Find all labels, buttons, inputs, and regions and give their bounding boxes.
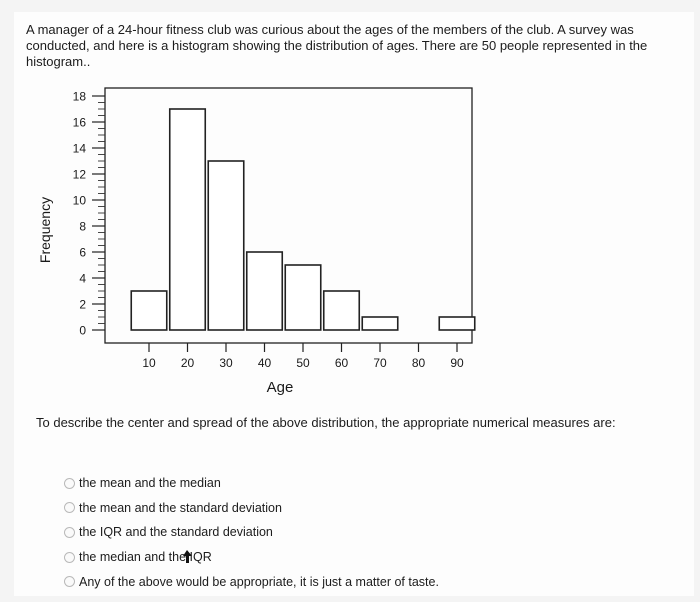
x-tick-label: 30 [219,356,233,370]
x-tick-label: 40 [258,356,272,370]
option-mean-sd[interactable]: the mean and the standard deviation [64,496,439,521]
y-tick-label: 14 [73,142,87,156]
x-tick-label: 60 [335,356,349,370]
option-label: the median and the IQR [79,550,212,565]
pointer-cursor-icon [183,550,192,563]
histogram-bar [168,108,207,331]
y-axis-label-group: Frequency [37,197,53,263]
histogram-bar [245,251,284,331]
plot-frame [104,87,473,344]
x-tick-label: 50 [296,356,310,370]
y-tick-label: 4 [79,272,86,286]
histogram-bar [284,264,322,331]
y-tick-label: 2 [79,298,86,312]
y-tick-label: 0 [79,324,86,338]
option-iqr-sd[interactable]: the IQR and the standard deviation [64,520,439,545]
option-label: the IQR and the standard deviation [79,525,273,540]
y-tick-label: 18 [73,90,87,104]
y-axis-label: Frequency [37,197,53,263]
option-median-iqr[interactable]: the median and the IQR [64,545,439,570]
histogram-bar [130,290,168,331]
radio-button-icon[interactable] [64,576,75,588]
radio-button-icon[interactable] [64,502,75,514]
histogram-bar [322,290,361,331]
x-axis-label: Age [267,379,294,396]
option-any[interactable]: Any of the above would be appropriate, i… [64,569,439,594]
question-text: To describe the center and spread of the… [36,415,616,430]
answer-options: the mean and the median the mean and the… [64,471,439,594]
x-tick-label: 90 [450,356,464,370]
histogram-bar [438,316,476,331]
x-tick-label: 70 [373,356,387,370]
y-tick-label: 10 [73,194,87,208]
x-tick-label: 20 [181,356,195,370]
y-tick-label: 16 [73,116,87,130]
x-tick-label: 80 [412,356,426,370]
y-tick-label: 6 [79,246,86,260]
radio-button-icon[interactable] [64,477,75,489]
histogram-bar [207,160,245,331]
y-tick-label: 12 [73,168,87,182]
x-tick-label: 10 [142,356,156,370]
option-label: the mean and the median [79,476,221,491]
radio-button-icon[interactable] [64,551,75,563]
y-tick-label: 8 [79,220,86,234]
histogram-bar [361,316,399,331]
question-prompt: A manager of a 24-hour fitness club was … [26,22,648,69]
option-label: the mean and the standard deviation [79,500,282,515]
worksheet-page: A manager of a 24-hour fitness club was … [14,12,694,596]
radio-button-icon[interactable] [64,526,75,538]
option-mean-median[interactable]: the mean and the median [64,471,439,496]
age-histogram: Frequency 0 2 4 6 8 10 12 14 16 18 10 20 30 40 50 60 70… [37,87,476,396]
option-label: Any of the above would be appropriate, i… [79,574,439,589]
